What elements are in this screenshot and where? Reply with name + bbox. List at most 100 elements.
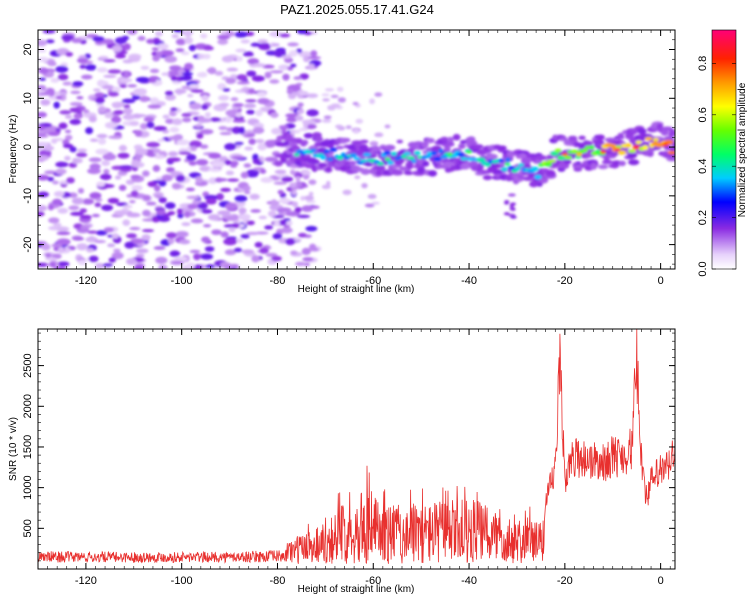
spectrogram-y-axis-title: Frequency (Hz) — [8, 115, 19, 184]
spectrogram-cell — [95, 197, 103, 202]
spectrogram-cell — [254, 241, 263, 248]
spectrogram-cell — [233, 247, 243, 253]
spectrogram-cell — [157, 138, 165, 142]
spectrogram-cell — [204, 246, 215, 252]
spectrogram-cell — [141, 229, 155, 233]
spectrogram-cell — [42, 30, 56, 34]
spectrogram-cell — [155, 256, 168, 265]
spectrogram-cell — [518, 153, 527, 160]
x-tick-label: -40 — [461, 275, 477, 287]
spectrogram-cell — [93, 240, 107, 244]
spectrogram-cell — [121, 98, 136, 104]
spectrogram-cell — [65, 51, 74, 57]
spectrogram-cell — [271, 127, 282, 135]
spectrogram-cell — [123, 71, 130, 79]
spectrogram-cell — [62, 143, 74, 149]
spectrogram-cell — [52, 198, 63, 206]
spectrogram-cell — [224, 116, 232, 123]
spectrogram-cell — [139, 122, 148, 130]
spectrogram-cell — [53, 101, 60, 109]
spectrogram-cell — [610, 162, 619, 169]
spectrogram-cell — [406, 156, 416, 160]
spectrogram-cell — [123, 104, 131, 109]
spectrogram-cell — [503, 212, 510, 216]
spectrogram-cell — [76, 96, 84, 100]
spectrogram-cell — [95, 103, 105, 107]
spectrogram-cell — [421, 141, 429, 148]
spectrogram-cell — [164, 90, 174, 96]
x-tick-label: 0 — [658, 575, 664, 587]
spectrogram-cell — [38, 262, 47, 267]
spectrogram-cell — [564, 155, 573, 160]
spectrogram-cell — [57, 246, 65, 254]
spectrogram-cell — [201, 236, 210, 243]
spectrogram-cell — [301, 139, 309, 146]
spectrogram-cell — [38, 205, 48, 212]
spectrogram-cell — [40, 99, 51, 106]
spectrogram-cell — [139, 95, 150, 102]
spectrogram-cell — [614, 147, 621, 152]
spectrogram-cell — [72, 157, 79, 165]
spectrogram-cell — [226, 67, 239, 72]
spectrogram-cell — [219, 131, 232, 136]
spectrogram-cell — [236, 74, 248, 81]
colorbar-tick-label: 0.0 — [697, 261, 709, 276]
spectrogram-cell — [310, 148, 317, 153]
spectrogram-cell — [535, 154, 547, 161]
spectrogram-cell — [71, 197, 85, 205]
spectrogram-cell — [217, 38, 229, 45]
spectrogram-cell — [173, 30, 184, 33]
spectrogram-cell — [403, 171, 414, 176]
spectrogram-cell — [113, 210, 128, 216]
spectrogram-cell — [590, 163, 598, 170]
spectrogram-cell — [299, 92, 310, 96]
spectrogram-cell — [130, 238, 144, 245]
spectrogram-cell — [317, 162, 328, 168]
spectrogram-cell — [72, 236, 85, 241]
spectrogram-cell — [305, 225, 318, 232]
spectrogram-cell — [433, 156, 442, 162]
spectrogram-cell — [250, 42, 262, 47]
spectrogram-cell — [642, 145, 649, 151]
spectrogram-cell — [354, 175, 361, 180]
spectrogram-cell — [53, 190, 65, 198]
spectrogram-cell — [267, 210, 277, 217]
spectrogram-cell — [101, 204, 114, 211]
spectrogram-cell — [96, 67, 108, 73]
spectrogram-cell — [601, 159, 614, 165]
spectrogram-cell — [114, 54, 126, 59]
spectrogram-cell — [153, 125, 167, 131]
spectrogram-cell — [158, 265, 168, 269]
spectrogram-cell — [88, 255, 99, 263]
spectrogram-cell — [383, 150, 391, 155]
spectrogram-cell — [163, 213, 172, 217]
spectrogram-cell — [187, 203, 199, 210]
spectrogram-cell — [227, 178, 240, 182]
spectrogram-cell — [45, 252, 52, 259]
spectrogram-cell — [290, 63, 297, 68]
spectrogram-cell — [279, 219, 287, 226]
spectrogram-cell — [308, 179, 317, 185]
spectrogram-cell — [431, 150, 438, 156]
spectrogram-cell — [185, 187, 196, 192]
spectrogram-cell — [371, 201, 380, 205]
spectrogram-cell — [182, 117, 192, 123]
spectrogram-cell — [307, 56, 321, 60]
spectrogram-cell — [86, 248, 95, 253]
spectrogram-cell — [55, 161, 69, 168]
spectrogram-cell — [38, 191, 50, 198]
spectrogram-cell — [134, 130, 143, 137]
spectrogram-cell — [176, 208, 184, 215]
spectrogram-cell — [241, 249, 255, 255]
spectrogram-cell — [324, 88, 334, 92]
spectrogram-cell — [204, 194, 219, 201]
spectrogram-cell — [336, 86, 344, 92]
spectrogram-cell — [336, 155, 344, 161]
spectrogram-cell — [211, 229, 222, 236]
spectrogram-cell — [99, 173, 112, 181]
spectrogram-cell — [151, 47, 159, 51]
spectrogram-cell — [85, 127, 94, 135]
spectrogram-cell — [314, 166, 325, 171]
